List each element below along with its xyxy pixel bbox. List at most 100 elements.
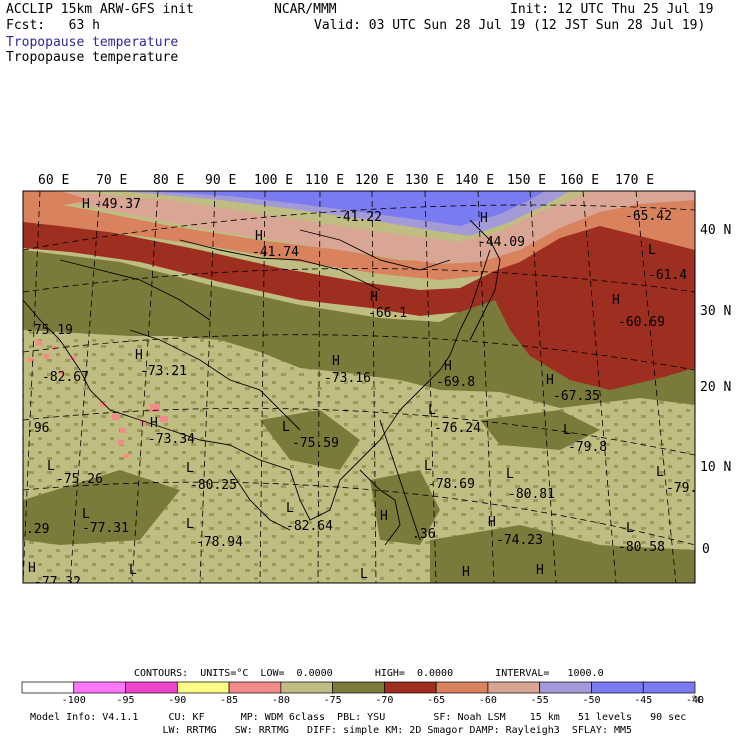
extremum-label: -75.19 xyxy=(26,323,73,338)
extremum-label: L xyxy=(282,420,290,435)
field-title-secondary: Tropopause temperature xyxy=(6,50,179,65)
extremum-label: H xyxy=(82,197,90,212)
latitude-labels: 40 N 30 N 20 N 10 N 0 xyxy=(700,223,731,557)
extremum-label: -65.42 xyxy=(625,209,672,224)
extremum-label: L xyxy=(563,423,571,438)
colorbar-swatch xyxy=(384,681,437,694)
extremum-label: H xyxy=(380,509,388,524)
extremum-label: -73.16 xyxy=(324,371,371,386)
extremum-label: H xyxy=(462,565,470,580)
colorbar-swatch xyxy=(228,681,282,694)
extremum-label: -80.25 xyxy=(190,478,237,493)
map-frame xyxy=(22,190,696,584)
extremum-label: -80.81 xyxy=(508,487,555,502)
colorbar-tick-label: -100 xyxy=(62,695,86,706)
extremum-label: H xyxy=(536,563,544,578)
model-info-line-2: LW: RRTMG SW: RRTMG DIFF: simple KM: 2D … xyxy=(30,725,633,736)
forecast-hour: Fcst: 63 h xyxy=(6,18,100,33)
longitude-labels: 60 E 70 E 80 E 90 E 100 E 110 E 120 E 13… xyxy=(38,173,654,188)
colorbar-swatch xyxy=(642,681,696,694)
extremum-label: H xyxy=(480,211,488,226)
lon-label: 160 E xyxy=(560,173,599,188)
extremum-label: -80.58 xyxy=(618,540,665,555)
model-title: ACCLIP 15km ARW-GFS init xyxy=(6,2,194,17)
colorbar-tick-label: -45 xyxy=(634,695,652,706)
extremum-label: -61.4 xyxy=(648,268,687,283)
lon-label: 70 E xyxy=(96,173,127,188)
extremum-label: L xyxy=(286,501,294,516)
lon-label: 170 E xyxy=(615,173,654,188)
colorbar-tick-label: -65 xyxy=(427,695,445,706)
extremum-label: -77.32 xyxy=(34,575,81,590)
warm-red-band xyxy=(23,195,695,390)
valid-time: Valid: 03 UTC Sun 28 Jul 19 (12 JST Sun … xyxy=(314,18,706,33)
extremum-label: -49.37 xyxy=(94,197,141,212)
pink-band xyxy=(60,191,695,264)
extremum-label: H xyxy=(488,515,496,530)
colorbar-swatch xyxy=(280,681,333,694)
organization: NCAR/MMM xyxy=(274,2,337,17)
colorbar-tick-label: -60 xyxy=(479,695,497,706)
extremum-label: .36 xyxy=(412,527,435,542)
extremum-label: H xyxy=(255,229,263,244)
extremum-label: -78.69 xyxy=(428,477,475,492)
extremum-label: L xyxy=(626,521,634,536)
lon-label: 90 E xyxy=(205,173,236,188)
colorbar-tick-label: -70 xyxy=(375,695,393,706)
extremum-label: H xyxy=(444,359,452,374)
extremum-label: -44.09 xyxy=(478,235,525,250)
extremum-label: L xyxy=(648,243,656,258)
extremum-label: -74.23 xyxy=(496,533,543,548)
extremum-label: H xyxy=(370,290,378,305)
extremum-label: -69.8 xyxy=(436,375,475,390)
colorbar-tick-label: -80 xyxy=(272,695,290,706)
extremum-label: -82.67 xyxy=(42,370,89,385)
init-time: Init: 12 UTC Thu 25 Jul 19 xyxy=(510,2,714,17)
colorbar-swatch xyxy=(176,681,230,694)
colorbar-swatch xyxy=(539,681,592,694)
colorbar-swatch xyxy=(332,681,385,694)
extremum-label: L xyxy=(506,467,514,482)
lat-label: 20 N xyxy=(700,380,731,395)
orange-band xyxy=(23,191,695,280)
extremum-label: H xyxy=(135,348,143,363)
extremum-label: -60.69 xyxy=(618,315,665,330)
colorbar-unit: °C xyxy=(691,695,703,706)
extremum-label: -79.8 xyxy=(568,440,607,455)
lon-label: 150 E xyxy=(507,173,546,188)
contour-info: CONTOURS: UNITS=°C LOW= 0.0000 HIGH= 0.0… xyxy=(134,668,604,679)
extremum-label: -75.59 xyxy=(292,436,339,451)
lat-label: 0 xyxy=(702,542,710,557)
extremum-label: L xyxy=(424,459,432,474)
extremum-label: H xyxy=(150,416,158,431)
extremum-label: .29 xyxy=(26,522,49,537)
extremum-label: -66.1 xyxy=(368,306,407,321)
extremum-label: .96 xyxy=(26,421,49,436)
colorbar-tick-label: -40 xyxy=(686,695,704,706)
extremum-label: -41.74 xyxy=(252,245,299,260)
lon-label: 80 E xyxy=(153,173,184,188)
extremum-label: L xyxy=(656,465,664,480)
extremum-label: H xyxy=(28,561,36,576)
extremum-label: -76.24 xyxy=(434,421,481,436)
extremum-label: L xyxy=(360,567,368,582)
extremum-label: -78.94 xyxy=(196,535,243,550)
lon-label: 110 E xyxy=(305,173,344,188)
extremum-label: -73.34 xyxy=(148,432,195,447)
colorbar-tick-label: -90 xyxy=(168,695,186,706)
extremum-label: -67.35 xyxy=(553,389,600,404)
extremum-label: L xyxy=(129,563,137,578)
extremum-label: -75.26 xyxy=(56,472,103,487)
extremum-label: -77.31 xyxy=(82,521,129,536)
colorbar-tick-label: -55 xyxy=(531,695,549,706)
extremum-label: -41.22 xyxy=(335,210,382,225)
lon-label: 120 E xyxy=(355,173,394,188)
extremum-label: H xyxy=(546,373,554,388)
map-panel: H -49.37 -41.22 H -41.74 H -44.09 -65.42… xyxy=(23,191,695,590)
lon-label: 60 E xyxy=(38,173,69,188)
lon-label: 130 E xyxy=(405,173,444,188)
blue-band xyxy=(140,191,545,226)
graticule xyxy=(23,191,695,583)
lon-label: 140 E xyxy=(455,173,494,188)
